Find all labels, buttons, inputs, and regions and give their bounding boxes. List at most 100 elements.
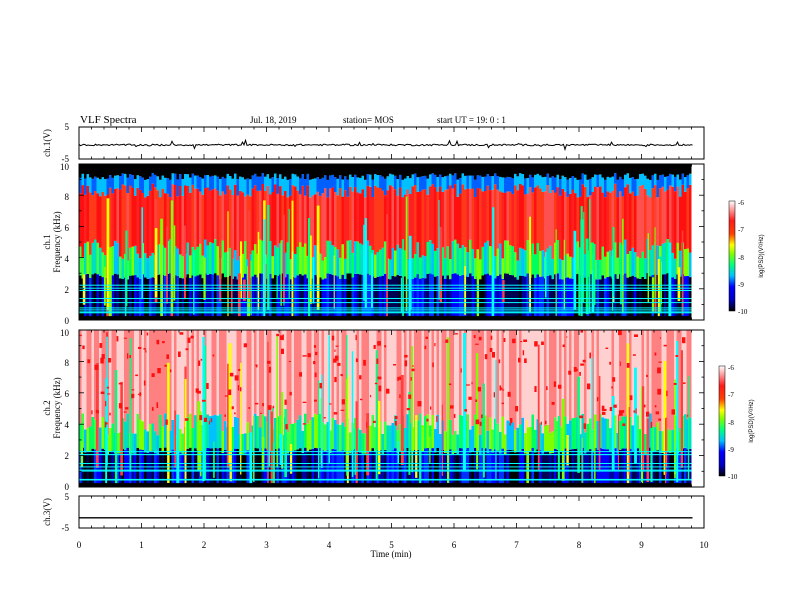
ch1-spectrogram-cell (559, 179, 562, 196)
ch1-spectrogram-cell (196, 188, 199, 247)
ch1-spectrogram-cell (614, 183, 617, 243)
ch2-spectrogram-speckle (143, 380, 146, 386)
ch2-spectrogram-cell (604, 330, 607, 419)
ch2-spectrogram-speckle (373, 420, 376, 423)
ch1-spectrogram-cell (254, 173, 257, 186)
ch2-spectrogram-speckle (682, 337, 686, 344)
ch1-spectrogram-cell (586, 164, 589, 180)
ch1-spectrogram-streak (193, 251, 195, 315)
ch1-spectrogram-cell (534, 164, 537, 175)
ch1-spectrogram-cell (329, 273, 332, 320)
ch1-spectrogram-cell (436, 177, 439, 192)
ch2-spectrogram-cell (416, 420, 419, 450)
ch1-spectrogram-cell (164, 177, 167, 194)
ch1-spectrogram-cell (146, 195, 149, 259)
ch1-spectrogram-cell (356, 241, 359, 274)
ch1-spectrogram-cell (684, 164, 687, 178)
ch2-spectrogram-cell (661, 431, 664, 453)
ch1-spectrogram-streak (230, 228, 233, 314)
ch1-spectrogram-cell (331, 275, 334, 320)
ch1-spectrogram-cell (564, 177, 567, 192)
ch1-spectrogram-cell (224, 194, 227, 253)
ch1-spectrogram-cell (374, 164, 377, 175)
ch1-spectrogram-cell (461, 173, 464, 185)
ch2-spectrogram-cell (529, 451, 532, 487)
ch1-spectrogram-cell (496, 176, 499, 190)
ch1-spectrogram-cell (339, 278, 342, 320)
ch1-spectrogram-cell (351, 252, 354, 278)
ch1-spectrogram-cell (104, 179, 107, 196)
ch1-spectrogram-cell (319, 195, 322, 254)
ch2-spectrogram-speckle (646, 411, 650, 417)
ch1-spectrogram-cell (624, 164, 627, 175)
ch1-spectrogram-cell (681, 173, 684, 185)
ch1-spectrogram-cell (366, 273, 369, 320)
ch1-spectrogram-cell (181, 179, 184, 196)
ch1-spectrogram-cell (261, 184, 264, 241)
ch2-spectrogram-cell (179, 330, 182, 429)
ch1-spectrogram-streak (386, 214, 388, 319)
ch2-spectrogram-cell (216, 448, 219, 487)
ch1-spectrogram-cell (176, 179, 179, 197)
ch2-spectrogram-speckle (255, 364, 258, 366)
ch1-spectrogram-cell (361, 244, 364, 275)
ch2-spectrogram-cell (489, 448, 492, 487)
ch2-spectrogram-cell (596, 421, 599, 450)
ch1-spectrogram-cell (584, 174, 587, 187)
ch2-spectrogram-cell (194, 330, 197, 416)
ch2-spectrogram-cell (321, 450, 324, 487)
ch2-spectrogram-cell (311, 330, 314, 418)
ch1-spectrogram-cell (469, 175, 472, 189)
ch2-spectrogram-speckle (195, 388, 199, 393)
figure-title: VLF Spectra (80, 114, 137, 126)
ch1-spectrogram-cell (311, 178, 314, 196)
ch1-spectrogram-cell (201, 194, 204, 256)
ch1-spectrogram-cell (396, 179, 399, 196)
ch2-spectrogram-cell (389, 330, 392, 426)
ch2-spectrogram-cell (281, 330, 284, 435)
ch2-spectrogram-cell (221, 431, 224, 453)
ch2-spectrogram-cell (209, 416, 212, 449)
ch2-spectrogram-speckle (490, 335, 493, 340)
ch2-spectrogram-streak (611, 396, 615, 471)
ch1-spectrogram-cell (431, 164, 434, 174)
ch1-spectrogram-cell (169, 197, 172, 240)
ch2-spectrogram-speckle (618, 410, 623, 416)
ch2-spectrogram-cell (194, 415, 197, 449)
ch1-spectrogram-cell (306, 173, 309, 186)
ch2-spectrogram-cell (551, 330, 554, 432)
ch1-spectrogram-cell (416, 274, 419, 320)
ch2-spectrogram-speckle (582, 359, 586, 363)
ch1-spectrogram-cell (171, 173, 174, 185)
ch2-spectrogram-speckle (410, 377, 412, 381)
ch1-spectrogram-cell (346, 179, 349, 197)
ch2-spectrogram-speckle (363, 359, 366, 366)
ch2-spectrogram-cell (516, 330, 519, 428)
ch1-spectrogram-cell (166, 164, 169, 179)
ch2-spectrogram-cell (454, 330, 457, 431)
ch1-spectrogram-cell (389, 185, 392, 260)
ch1-spectrogram-cell (644, 188, 647, 259)
ch2-spectrogram-cell (109, 452, 112, 487)
ch1-spectrogram-cell (231, 178, 234, 195)
ch1-spectrogram-cell (344, 190, 347, 259)
ch2-spectrogram-cell (529, 426, 532, 452)
ch1-spectrogram-cell (126, 164, 129, 178)
ch1-spectrogram-cell (441, 247, 444, 276)
ch2-spectrogram-cell (94, 330, 97, 420)
ch1-spectrogram-cell (254, 185, 257, 245)
ch1-spectrogram-cell (419, 278, 422, 320)
ch1-spectrogram-cell (181, 256, 184, 279)
ch1-spectrogram-cell (564, 191, 567, 256)
ch1-spectrogram-cell (244, 179, 247, 197)
ch1-cb-tick-m9: -9 (738, 281, 744, 289)
ch2-spectrogram-speckle (424, 345, 427, 350)
ch1-spectrogram-streak (654, 227, 656, 299)
ch1-spectrogram-cell (419, 257, 422, 279)
ch1-spectrogram-cell (569, 178, 572, 194)
ch2-spectrogram-cell (554, 330, 557, 418)
ch1-spectrogram-cell (141, 164, 144, 178)
ch2-spectrogram-cell (376, 330, 379, 421)
ch1-spectrogram-cell (339, 257, 342, 279)
ch1-spectrogram-cell (606, 164, 609, 177)
